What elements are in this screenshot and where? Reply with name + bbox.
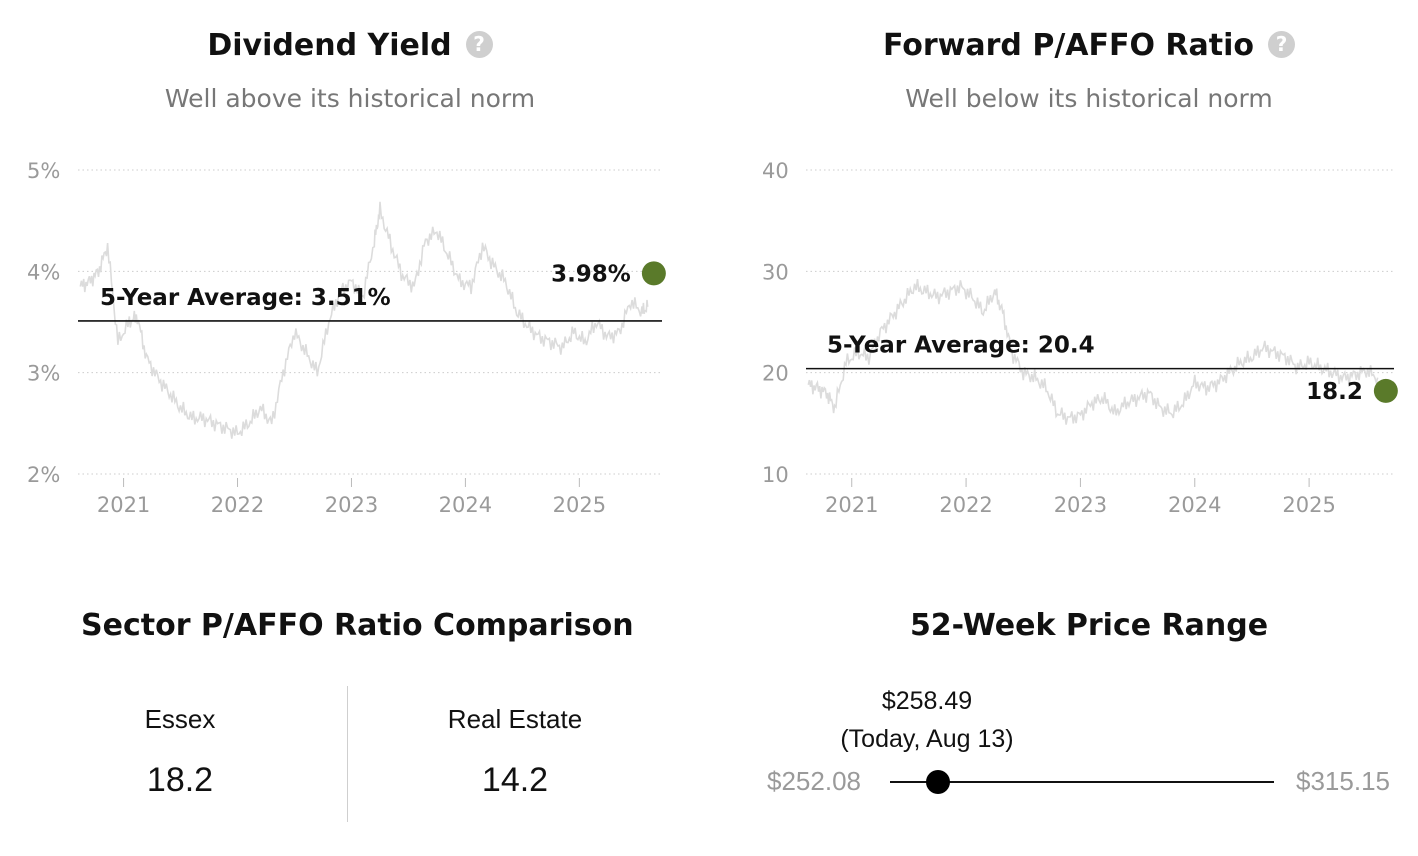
sector-comparison-panel: Sector P/AFFO Ratio Comparison Essex 18.… xyxy=(0,580,700,856)
history-line xyxy=(79,201,649,439)
dividend-yield-chart: 5% 4% 3% 2% 2021 2022 2023 2024 2025 5-Year Avera… xyxy=(27,159,666,517)
sector-divider xyxy=(347,686,348,822)
x-tick-label: 2023 xyxy=(1054,493,1107,517)
sector-essex-name: Essex xyxy=(144,704,216,734)
history-line xyxy=(807,278,1379,425)
pafo-title-text: Forward P/AFFO Ratio xyxy=(882,28,1255,63)
sector-essex-value: 18.2 xyxy=(146,761,214,799)
sector-comparison-title: Sector P/AFFO Ratio Comparison xyxy=(81,608,634,643)
pafo-subtitle: Well below its historical norm xyxy=(905,84,1273,113)
pafo-title: Forward P/AFFO Ratio? xyxy=(700,28,1418,63)
y-tick-label: 10 xyxy=(762,463,789,487)
dividend-yield-panel: Dividend Yield? Well above its historica… xyxy=(0,0,700,560)
x-tick-label: 2025 xyxy=(1282,493,1335,517)
sector-real-estate-column: Real Estate 14.2 xyxy=(410,704,620,800)
dividend-yield-title-text: Dividend Yield xyxy=(207,28,452,63)
x-tick-label: 2022 xyxy=(211,493,264,517)
sector-real-estate-value: 14.2 xyxy=(481,761,549,799)
price-range-marker xyxy=(926,770,951,794)
y-tick-label: 4% xyxy=(27,260,60,284)
current-value-dot xyxy=(1373,378,1398,403)
x-tick-label: 2021 xyxy=(825,493,878,517)
question-icon[interactable]: ? xyxy=(465,31,493,58)
price-range-current-note: (Today, Aug 13) xyxy=(840,725,1014,753)
x-tick-label: 2023 xyxy=(325,493,378,517)
price-range-current-label: $258.49 (Today, Aug 13) xyxy=(812,682,1042,758)
price-range-track xyxy=(890,781,1274,783)
average-label: 5-Year Average: 20.4 xyxy=(827,333,1095,359)
price-range-low: $252.08 xyxy=(767,766,861,796)
price-range-panel: 52-Week Price Range $258.49 (Today, Aug … xyxy=(700,580,1418,856)
y-tick-label: 3% xyxy=(27,362,60,386)
y-tick-label: 30 xyxy=(762,260,789,284)
y-tick-label: 5% xyxy=(27,159,60,183)
x-tick-label: 2021 xyxy=(97,493,150,517)
dividend-yield-subtitle: Well above its historical norm xyxy=(164,84,536,113)
average-label: 5-Year Average: 3.51% xyxy=(100,285,391,311)
x-tick-label: 2024 xyxy=(439,493,492,517)
x-tick-label: 2025 xyxy=(553,493,606,517)
pafo-chart: 40 30 20 10 2021 2022 2023 2024 2025 5-Year Avera… xyxy=(762,159,1398,517)
current-value-label: 3.98% xyxy=(551,261,631,287)
current-value-dot xyxy=(641,261,666,286)
dividend-yield-title: Dividend Yield? xyxy=(0,28,700,63)
x-tick-label: 2022 xyxy=(939,493,992,517)
pafo-panel: Forward P/AFFO Ratio? Well below its his… xyxy=(700,0,1418,560)
price-range-title: 52-Week Price Range xyxy=(909,608,1269,643)
price-range-high: $315.15 xyxy=(1296,766,1390,796)
price-range-current-price: $258.49 xyxy=(881,687,973,715)
y-tick-label: 2% xyxy=(27,463,60,487)
y-tick-label: 40 xyxy=(762,159,789,183)
question-icon[interactable]: ? xyxy=(1268,31,1296,58)
sector-essex-column: Essex 18.2 xyxy=(80,704,280,800)
sector-real-estate-name: Real Estate xyxy=(447,704,583,734)
current-value-label: 18.2 xyxy=(1306,379,1363,405)
y-tick-label: 20 xyxy=(762,362,789,386)
x-tick-label: 2024 xyxy=(1168,493,1221,517)
